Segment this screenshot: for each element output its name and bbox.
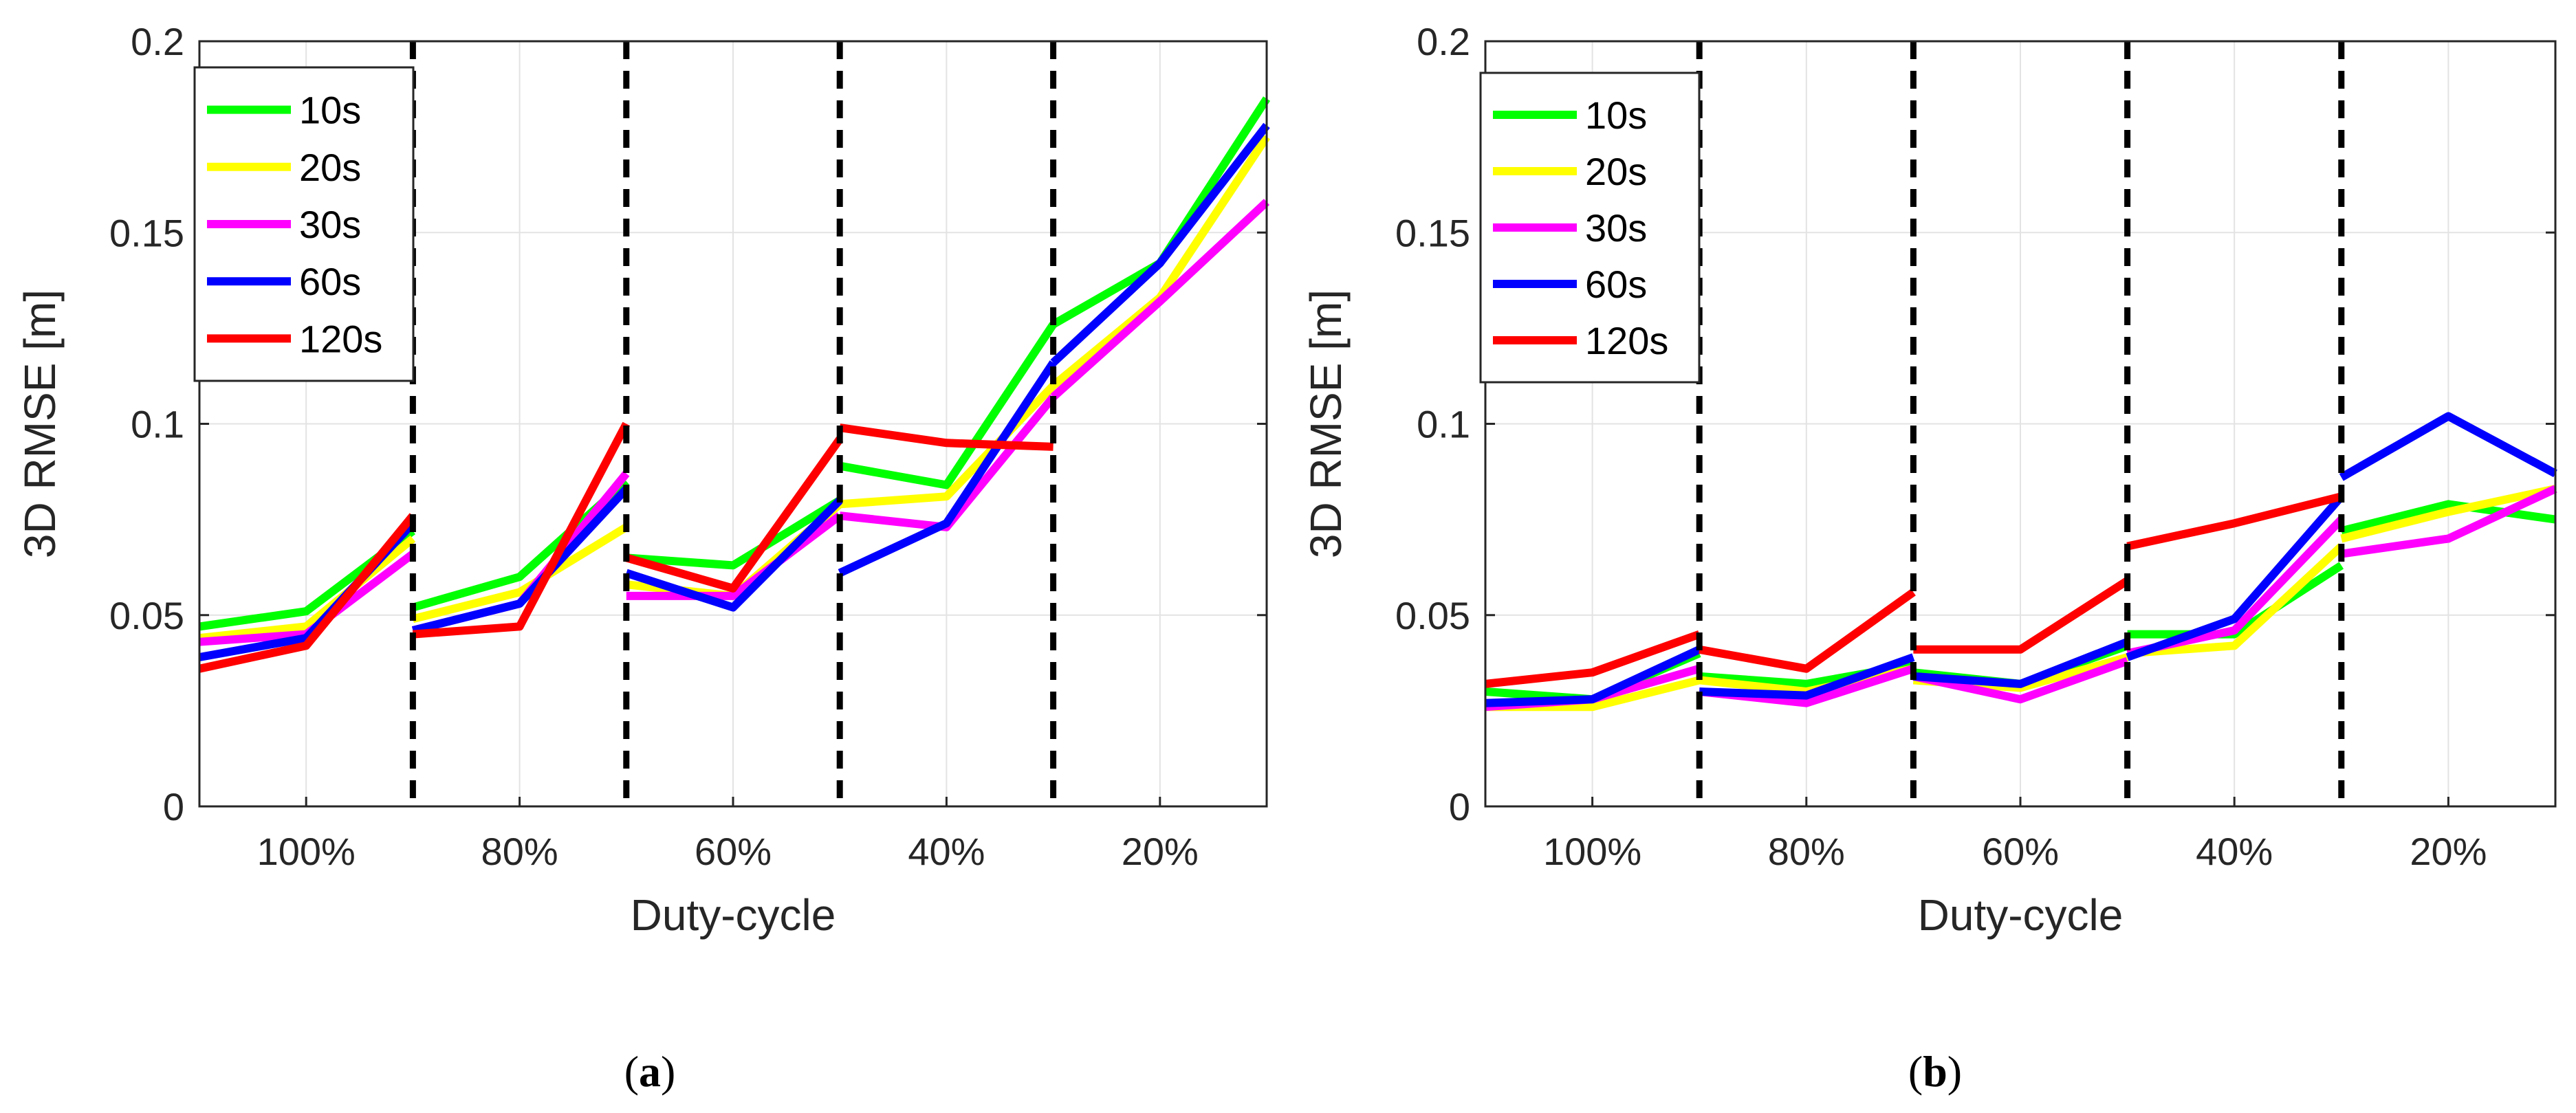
series-30s-line [626,512,842,600]
caption-open-paren: ( [624,1047,639,1096]
y-tick-label: 0 [163,785,184,828]
series-20s-line [199,535,416,643]
series-10s-line [839,322,1057,489]
series-30s-line [1912,657,2129,704]
y-axis-label: 3D RMSE [m] [1301,289,1351,558]
series-60s-line [2126,494,2345,661]
legend-label-30s: 30s [1585,206,1647,250]
legend-label-20s: 20s [1585,150,1647,193]
legend-label-10s: 10s [1585,93,1647,137]
panel-caption: (a) [624,1047,676,1096]
x-tick-label: 20% [1122,830,1199,873]
panel-a: 0 0.05 0.1 0.15 0.2 100% 80% 60% 40% 20% Duty-cycl… [15,20,1271,1096]
x-tick-label: 40% [908,830,985,873]
x-axis-label: Duty-cycle [1918,890,2124,940]
series-60s-line [1050,122,1270,366]
y-tick-label: 0.1 [131,403,184,446]
x-tick-label: 80% [1768,830,1845,873]
panel-caption: (b) [1908,1047,1962,1096]
caption-letter: b [1923,1047,1947,1096]
legend-label-120s: 120s [299,317,382,360]
series-10s-line [2340,500,2556,536]
y-tick-label: 0.2 [1417,20,1470,63]
legend-label-10s: 10s [299,89,361,132]
series-60s-line [1699,653,1915,700]
x-tick-label: 80% [481,830,558,873]
x-axis-label: Duty-cycle [631,890,836,940]
series-120s-line [2126,492,2343,551]
y-tick-label: 0.05 [109,594,184,637]
y-tick-label: 0.1 [1417,403,1470,446]
series-60s-line [624,497,843,612]
series-20s-line [2340,485,2557,543]
series-10s-line [626,496,842,570]
x-tick-label: 100% [257,830,356,873]
caption-close-paren: ) [661,1047,675,1096]
series-20s-line [411,523,629,624]
series-120s-line [839,423,1054,451]
legend-label-20s: 20s [299,146,361,189]
series-60s-line [1912,638,2129,688]
y-tick-label: 0 [1449,785,1470,828]
y-tick-label: 0.2 [131,20,184,63]
legend-label-120s: 120s [1585,319,1668,362]
series-30s-line [2340,485,2557,558]
series-60s-line [838,360,1057,577]
series-60s-line [2339,412,2557,481]
series-20s-line [2127,543,2344,658]
series-120s-line [198,513,417,673]
caption-letter: a [639,1047,661,1096]
y-tick-label: 0.05 [1395,594,1470,637]
series-120s-line [1913,577,2130,654]
panel-b: 0 0.05 0.1 0.15 0.2 100% 80% 60% 40% 20% Duty-cycl… [1301,20,2557,1096]
x-tick-label: 20% [2410,830,2487,873]
series-120s-line [1699,588,1916,673]
series-120s-line [412,421,631,639]
y-tick-label: 0.15 [1395,211,1470,254]
y-axis-label: 3D RMSE [m] [15,289,65,558]
legend-label-60s: 60s [299,260,361,303]
series-120s-line [1485,630,1701,688]
x-tick-label: 40% [2196,830,2273,873]
x-tick-label: 100% [1543,830,1641,873]
x-tick-label: 60% [695,830,772,873]
series-60s-line [1485,646,1701,707]
caption-open-paren: ( [1908,1047,1923,1096]
legend-label-30s: 30s [299,203,361,246]
series-120s-line [625,437,844,593]
series-30s-line [1050,199,1270,400]
series-60s-line [411,486,630,635]
legend-label-60s: 60s [1585,263,1647,306]
caption-close-paren: ) [1947,1047,1962,1096]
legend: 10s 20s 30s 60s 120s [193,66,415,382]
x-tick-label: 60% [1982,830,2059,873]
y-tick-label: 0.15 [109,211,184,254]
legend: 10s 20s 30s 60s 120s [1479,71,1701,384]
